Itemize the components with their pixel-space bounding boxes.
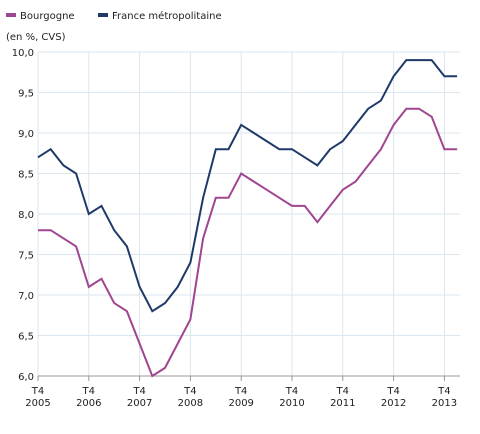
y-tick-label: 10,0 <box>12 48 34 59</box>
legend-label: Bourgogne <box>20 11 75 22</box>
series-line <box>37 59 458 313</box>
x-tick-label: T4 2005 <box>25 386 50 409</box>
y-tick-label: 9,0 <box>18 129 34 140</box>
y-tick-label: 8,0 <box>18 210 34 221</box>
y-tick-label: 8,5 <box>18 170 34 181</box>
x-tick-label: T4 2007 <box>127 386 152 409</box>
x-tick-label: T4 2006 <box>76 386 101 409</box>
y-axis-label: (en %, CVS) <box>6 32 66 43</box>
x-tick-label: T4 2009 <box>228 386 253 409</box>
y-tick-label: 7,0 <box>18 291 34 302</box>
x-tick-label: T4 2010 <box>279 386 304 409</box>
y-tick-label: 7,5 <box>18 251 34 262</box>
legend-swatch <box>98 13 108 17</box>
x-tick-label: T4 2011 <box>330 386 355 409</box>
y-tick-label: 9,5 <box>18 89 34 100</box>
x-tick-label: T4 2008 <box>178 386 203 409</box>
y-tick-label: 6,5 <box>18 332 34 343</box>
legend-label: France métropolitaine <box>112 10 222 22</box>
series-line <box>38 107 458 378</box>
y-tick-label: 6,0 <box>18 372 34 383</box>
x-tick-label: T4 2012 <box>381 386 406 409</box>
legend-swatch <box>6 13 16 17</box>
x-tick-label: T4 2013 <box>432 386 457 409</box>
